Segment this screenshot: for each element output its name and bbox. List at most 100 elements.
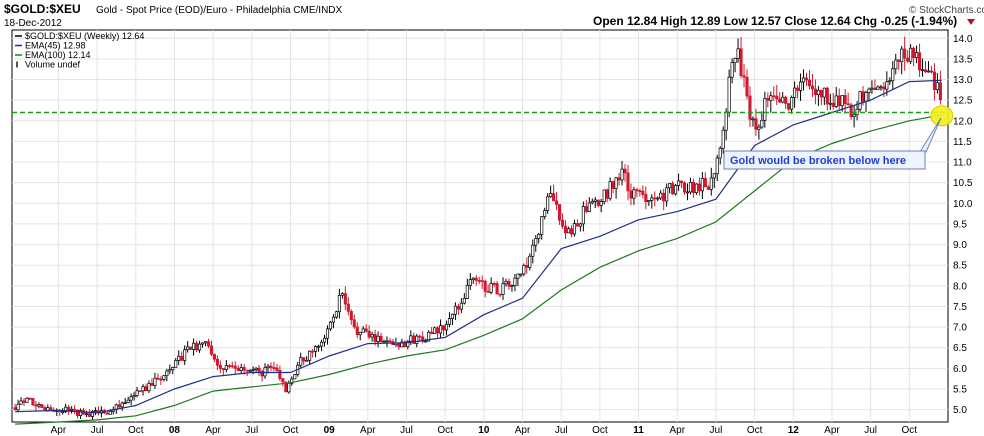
price-bar bbox=[64, 403, 68, 414]
price-bar bbox=[522, 263, 526, 277]
price-bar bbox=[748, 86, 752, 128]
price-bar bbox=[674, 184, 678, 196]
price-bar bbox=[278, 365, 282, 382]
price-bar bbox=[177, 350, 181, 366]
brand-logo: © StockCharts.com bbox=[909, 5, 984, 16]
price-bar bbox=[465, 278, 469, 299]
price-bar bbox=[626, 164, 630, 201]
price-bar bbox=[846, 92, 850, 106]
y-axis: 5.0 5.5 6.0 6.5 7.0 7.5 8.0 8.5 9.0 9.5 10.0 10.5 11… bbox=[953, 34, 973, 416]
price-bar bbox=[858, 90, 862, 112]
price-bar bbox=[834, 86, 838, 109]
price-bar bbox=[929, 65, 934, 74]
price-bar bbox=[754, 108, 758, 136]
price-bar bbox=[691, 178, 695, 198]
legend-label: Volume undef bbox=[25, 60, 81, 70]
price-bar bbox=[31, 397, 35, 406]
x-tick-label: Jul bbox=[555, 425, 568, 436]
callout-text: Gold would be broken below here bbox=[730, 155, 906, 167]
price-bar bbox=[195, 340, 199, 353]
y-tick-label: 11.0 bbox=[953, 158, 972, 169]
price-bar bbox=[200, 342, 205, 348]
price-bar bbox=[558, 204, 562, 225]
down-arrow-icon bbox=[967, 19, 975, 25]
price-bar bbox=[935, 73, 939, 94]
price-bar bbox=[331, 314, 335, 329]
price-bar bbox=[474, 275, 478, 286]
price-bar bbox=[718, 146, 722, 165]
price-bar bbox=[337, 288, 341, 319]
price-bar bbox=[906, 50, 910, 63]
x-tick-label: Apr bbox=[205, 425, 221, 436]
highlight-marker bbox=[930, 105, 954, 127]
price-bar bbox=[867, 87, 871, 102]
y-tick-label: 9.5 bbox=[953, 219, 967, 230]
price-bar bbox=[798, 73, 803, 101]
y-tick-label: 5.0 bbox=[953, 405, 967, 416]
price-bar bbox=[153, 372, 157, 389]
price-bar bbox=[450, 313, 454, 326]
price-bar bbox=[507, 278, 511, 290]
price-bar bbox=[831, 93, 835, 110]
price-bar bbox=[67, 404, 71, 416]
price-bar bbox=[578, 222, 582, 232]
price-bar bbox=[168, 364, 172, 375]
price-bar bbox=[361, 326, 365, 333]
y-tick-label: 7.5 bbox=[953, 302, 967, 313]
price-bar bbox=[605, 188, 609, 203]
chart-description: Gold - Spot Price (EOD)/Euro - Philadelp… bbox=[96, 5, 343, 16]
x-tick-label: Jul bbox=[91, 425, 104, 436]
x-tick-label: 12 bbox=[788, 425, 800, 436]
price-bar bbox=[697, 177, 701, 196]
price-bar bbox=[275, 364, 279, 373]
price-bar bbox=[781, 91, 785, 104]
price-bar bbox=[694, 183, 698, 195]
price-bar bbox=[480, 275, 484, 289]
price-bar bbox=[778, 92, 782, 104]
ohlc-readout: Open 12.84 High 12.89 Low 12.57 Close 12… bbox=[593, 14, 957, 28]
price-bar bbox=[311, 348, 315, 358]
price-bar bbox=[891, 61, 895, 90]
price-bar bbox=[90, 410, 94, 421]
price-bar bbox=[317, 344, 321, 352]
price-bar bbox=[736, 38, 740, 63]
price-bar bbox=[760, 111, 764, 129]
price-bar bbox=[685, 183, 690, 201]
price-bar bbox=[93, 407, 97, 416]
price-bar bbox=[189, 346, 193, 350]
price-bar bbox=[745, 69, 749, 100]
price-bar bbox=[218, 360, 222, 374]
price-bar bbox=[123, 397, 127, 405]
price-bar bbox=[117, 399, 121, 409]
price-bar bbox=[260, 369, 264, 382]
price-bar bbox=[796, 84, 800, 99]
price-bar bbox=[159, 376, 163, 385]
price-bar bbox=[415, 333, 419, 348]
y-tick-label: 13.5 bbox=[953, 54, 973, 65]
price-bar bbox=[650, 194, 654, 209]
price-bar bbox=[772, 86, 776, 102]
price-bar bbox=[144, 383, 148, 392]
price-bar bbox=[662, 188, 666, 211]
price-bar bbox=[810, 74, 814, 98]
y-tick-label: 9.0 bbox=[953, 240, 967, 251]
price-bar bbox=[486, 284, 490, 293]
price-bar bbox=[19, 397, 23, 405]
x-tick-label: 09 bbox=[324, 425, 336, 436]
price-bar bbox=[938, 70, 942, 105]
callout-box bbox=[723, 150, 926, 170]
price-bar bbox=[912, 46, 916, 67]
price-bar bbox=[742, 63, 746, 88]
price-bar bbox=[206, 338, 211, 349]
price-bar bbox=[305, 356, 309, 362]
price-bar bbox=[563, 220, 568, 240]
price-bar bbox=[233, 361, 237, 374]
price-bar bbox=[825, 86, 829, 111]
price-bar bbox=[852, 104, 856, 128]
price-bar bbox=[623, 164, 627, 182]
price-bar bbox=[483, 279, 487, 298]
price-bar bbox=[433, 326, 437, 334]
price-bar bbox=[769, 91, 773, 113]
price-bar bbox=[349, 309, 353, 325]
price-bar bbox=[263, 363, 267, 379]
